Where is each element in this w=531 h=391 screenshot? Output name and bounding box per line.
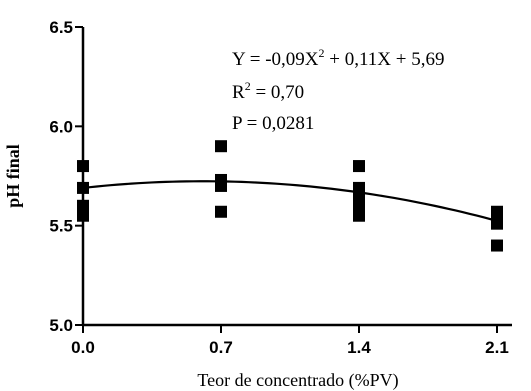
y-tick-label-1: 5.5 — [49, 217, 73, 236]
x-tick-label-3: 2.1 — [485, 338, 509, 357]
fit-curve — [82, 180, 498, 222]
data-point-8 — [215, 205, 227, 218]
data-point-12 — [353, 199, 365, 212]
y-ticks: 5.0 5.5 6.0 6.5 — [49, 18, 83, 335]
r-squared-superscript: 2 — [245, 79, 251, 93]
r-squared-suffix: = 0,70 — [251, 82, 304, 103]
x-axis-label: Teor de concentrado (%PV) — [197, 370, 398, 391]
data-points — [77, 140, 503, 252]
equation-prefix: Y = -0,09X — [232, 49, 319, 70]
x-tick-label-0: 0.0 — [71, 338, 95, 357]
y-tick-label-2: 6.0 — [49, 117, 73, 136]
data-point-9 — [353, 160, 365, 173]
data-point-4 — [77, 209, 89, 222]
data-point-7 — [215, 179, 227, 192]
p-value-line: P = 0,0281 — [232, 113, 314, 134]
data-point-1 — [77, 181, 89, 194]
equation-suffix: + 0,11X + 5,69 — [325, 49, 445, 70]
y-axis-label: pH final — [3, 144, 23, 208]
data-point-16 — [491, 217, 503, 230]
data-point-0 — [77, 160, 89, 173]
data-point-5 — [215, 140, 227, 153]
equation-superscript: 2 — [319, 46, 325, 60]
equation-line: Y = -0,09X2 + 0,11X + 5,69 — [232, 46, 444, 70]
x-tick-label-1: 0.7 — [209, 338, 233, 357]
data-point-13 — [353, 209, 365, 222]
y-tick-label-0: 5.0 — [49, 316, 73, 335]
data-point-17 — [491, 239, 503, 252]
r-squared-prefix: R — [232, 82, 245, 103]
y-tick-label-3: 6.5 — [49, 18, 73, 37]
regression-annotation: Y = -0,09X2 + 0,11X + 5,69 R2 = 0,70 P =… — [232, 46, 444, 134]
x-ticks: 0.0 0.7 1.4 2.1 — [71, 325, 509, 357]
data-point-10 — [353, 181, 365, 194]
x-tick-label-2: 1.4 — [347, 338, 371, 357]
r-squared-line: R2 = 0,70 — [232, 79, 304, 103]
